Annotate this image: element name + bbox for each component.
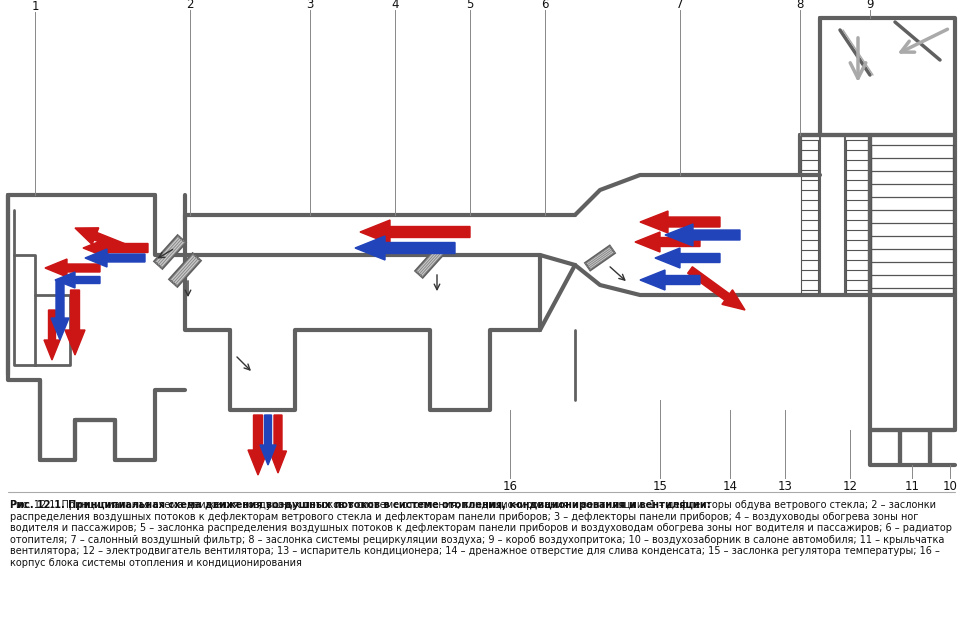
FancyArrow shape (248, 415, 268, 475)
FancyArrow shape (55, 272, 100, 288)
Text: 15: 15 (653, 479, 667, 492)
Text: 2: 2 (186, 0, 194, 10)
Text: 10: 10 (943, 479, 957, 492)
FancyArrow shape (260, 415, 276, 465)
Text: 5: 5 (467, 0, 473, 10)
Text: 4: 4 (392, 0, 398, 10)
Text: 11: 11 (904, 479, 920, 492)
FancyArrow shape (270, 415, 286, 473)
Text: 13: 13 (778, 479, 792, 492)
Text: 8: 8 (796, 0, 804, 10)
Polygon shape (155, 235, 186, 269)
Text: 7: 7 (676, 0, 684, 10)
FancyArrow shape (360, 220, 470, 244)
Text: 9: 9 (866, 0, 874, 10)
FancyArrow shape (75, 228, 127, 252)
Text: 3: 3 (306, 0, 314, 10)
FancyArrow shape (355, 236, 455, 260)
FancyArrow shape (655, 248, 720, 268)
Text: 6: 6 (541, 0, 549, 10)
Text: Рис. 12.1. Принципиальная схема движения воздушных потоков в системе отопления, : Рис. 12.1. Принципиальная схема движения… (10, 500, 710, 510)
FancyArrow shape (45, 259, 100, 277)
Polygon shape (586, 246, 614, 271)
Text: 16: 16 (502, 479, 517, 492)
FancyArrow shape (635, 232, 700, 252)
FancyArrow shape (640, 211, 720, 233)
FancyArrow shape (65, 290, 85, 355)
FancyArrow shape (687, 267, 745, 310)
Polygon shape (416, 246, 444, 278)
Text: Рис. 12.1. Принципиальная схема движения воздушных потоков в системе отопления, : Рис. 12.1. Принципиальная схема движения… (10, 500, 952, 568)
FancyArrow shape (83, 238, 148, 258)
FancyArrow shape (51, 280, 69, 340)
Polygon shape (169, 253, 201, 287)
FancyArrow shape (85, 249, 145, 267)
FancyArrow shape (665, 224, 740, 246)
FancyArrow shape (640, 270, 700, 290)
FancyArrow shape (44, 310, 60, 360)
Text: 12: 12 (843, 479, 857, 492)
Text: 14: 14 (723, 479, 737, 492)
Text: 1: 1 (32, 0, 38, 13)
